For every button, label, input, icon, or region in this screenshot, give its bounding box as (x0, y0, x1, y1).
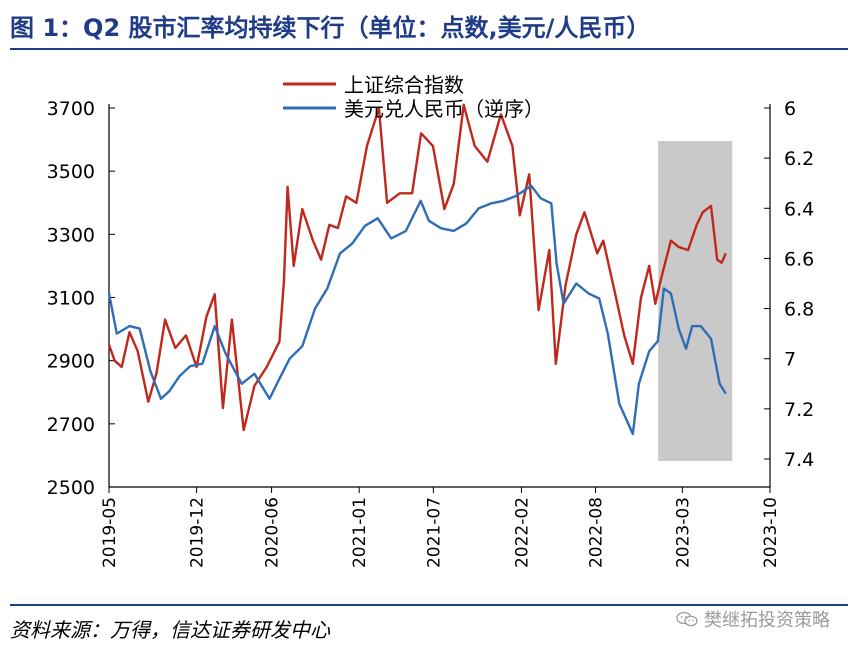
y-left-tick-label: 3500 (47, 161, 95, 183)
y-right-tick-label: 7.4 (784, 449, 814, 471)
x-tick-label: 2022-08 (587, 497, 607, 568)
y-left-tick-label: 2500 (47, 477, 95, 499)
legend-label: 上证综合指数 (344, 73, 464, 97)
source-note: 资料来源：万得，信达证券研发中心 (10, 618, 330, 642)
watermark: 樊继拓投资策略 (676, 606, 830, 632)
y-right-tick-label: 7 (784, 349, 796, 371)
y-left-tick-label: 2700 (47, 414, 95, 436)
y-right-tick-label: 6.2 (784, 148, 814, 170)
y-right-tick-label: 6.6 (784, 248, 814, 270)
y-left-tick-label: 3100 (47, 288, 95, 310)
y-right-tick-label: 6.4 (784, 198, 814, 220)
chart-svg: 3700 3500 3300 3100 2900 2700 2500 6 6.2 6.4 6.6 6.… (47, 73, 815, 568)
x-tick-label: 2021-01 (350, 497, 370, 568)
y-right-tick-label: 6.8 (784, 299, 814, 321)
footer-divider (10, 604, 848, 606)
series-layer (107, 103, 727, 436)
x-tick-label: 2020-06 (263, 497, 283, 568)
title-divider (10, 48, 848, 50)
x-tick-label: 2022-02 (512, 497, 532, 568)
x-tick-label: 2019-05 (100, 497, 120, 568)
x-tick-label: 2023-03 (673, 497, 693, 568)
y-left-tick-label: 2900 (47, 351, 95, 373)
chart-title: 图 1：Q2 股市汇率均持续下行（单位：点数,美元/人民币） (10, 14, 651, 42)
y-left-tick-label: 3700 (47, 98, 95, 120)
axes-layer: 3700 3500 3300 3100 2900 2700 2500 6 6.2 6.4 6.6 6.… (47, 98, 815, 568)
chart-area: 3700 3500 3300 3100 2900 2700 2500 6 6.2 6.4 6.6 6.… (0, 52, 858, 600)
x-tick-label: 2021-07 (424, 497, 444, 568)
shaded-region-layer (658, 141, 733, 461)
watermark-text: 樊继拓投资策略 (704, 610, 830, 631)
y-right-tick-label: 7.2 (784, 399, 814, 421)
wechat-icon (676, 611, 698, 627)
y-left-tick-label: 3300 (47, 224, 95, 246)
x-tick-label: 2023-10 (761, 497, 781, 568)
legend-label: 美元兑人民币（逆序） (344, 97, 544, 121)
series-line-usdcny (107, 184, 727, 436)
y-right-tick-label: 6 (784, 98, 796, 120)
series-line-shanghai-index (107, 103, 727, 432)
shaded-region (658, 141, 733, 461)
x-tick-label: 2019-12 (188, 497, 208, 568)
title-bar: 图 1：Q2 股市汇率均持续下行（单位：点数,美元/人民币） (0, 0, 858, 50)
